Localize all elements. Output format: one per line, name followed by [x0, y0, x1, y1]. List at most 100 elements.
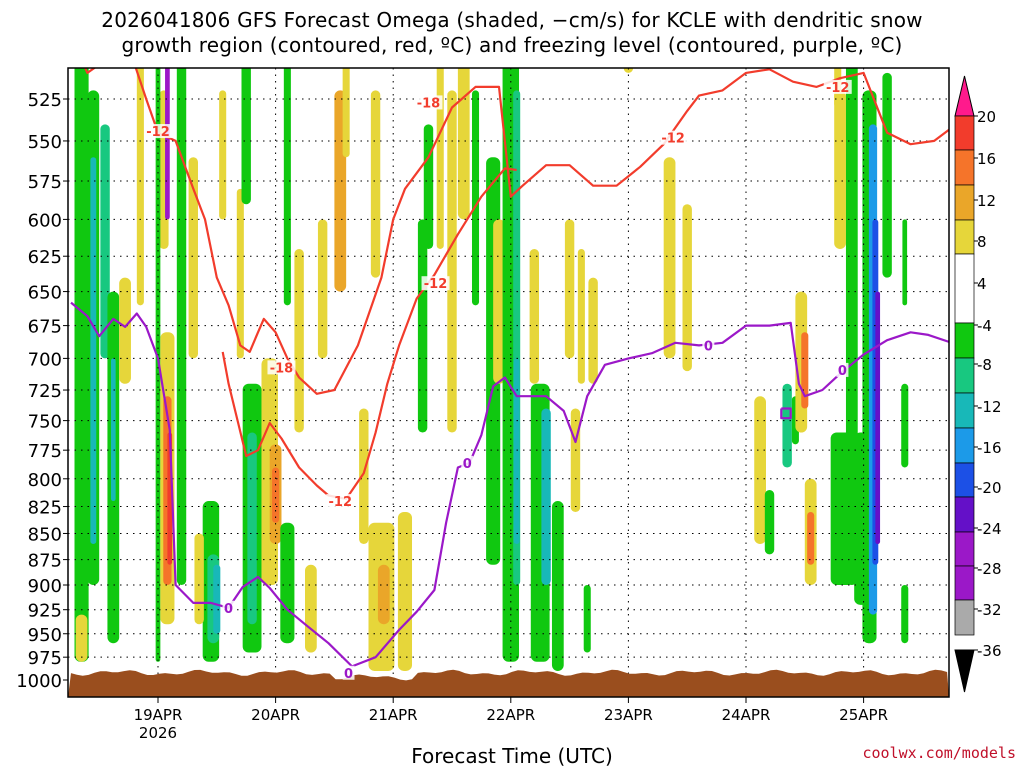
colorbar-label: 16 — [977, 150, 996, 168]
colorbar-swatch — [954, 599, 975, 636]
omega-cell — [564, 219, 575, 359]
omega-cell — [577, 248, 585, 384]
omega-cell — [136, 68, 144, 306]
omega-cell — [283, 68, 291, 306]
y-tick-label: 925 — [28, 601, 62, 622]
omega-shading — [74, 68, 909, 671]
y-tick-label: 725 — [28, 381, 62, 402]
colorbar-label: -32 — [977, 601, 1002, 619]
omega-cell — [541, 408, 551, 585]
colorbar-label: -12 — [977, 398, 1002, 416]
omega-cell — [213, 564, 221, 634]
terrain — [68, 669, 949, 697]
x-tick-label: 24APR — [722, 706, 771, 724]
colorbar-label: -8 — [977, 356, 992, 374]
omega-cell — [370, 90, 381, 278]
contour-label: -18 — [270, 361, 294, 376]
omega-cell — [110, 358, 116, 502]
omega-cell — [529, 248, 540, 384]
omega-cell — [397, 511, 413, 671]
y-tick-label: 625 — [28, 247, 62, 268]
chart-title-line2: growth region (contoured, red, ºC) and f… — [121, 33, 903, 57]
omega-cell — [272, 467, 280, 523]
colorbar-label: -20 — [977, 479, 1002, 497]
colorbar-label: 4 — [977, 275, 987, 293]
colorbar-swatch — [954, 184, 975, 221]
contour-label: 0 — [463, 457, 472, 472]
x-tick-sublabel: 2026 — [139, 724, 177, 742]
omega-cell — [188, 157, 198, 359]
chart-title-line1: 2026041806 GFS Forecast Omega (shaded, −… — [101, 8, 923, 32]
y-tick-label: 600 — [28, 210, 62, 231]
y-axis: 525 550 575 600 625 650 675 700 725 750 775 800 825 8… — [16, 90, 68, 692]
contour-freezing-level-0c-loop — [780, 407, 792, 420]
y-tick-label: 800 — [28, 470, 62, 491]
y-tick-label: 1000 — [16, 671, 62, 692]
contour-label-bg — [342, 665, 355, 680]
omega-cell — [280, 522, 295, 644]
colorbar-swatch — [954, 253, 975, 324]
colorbar-swatch — [954, 565, 975, 601]
omega-cell — [513, 358, 520, 545]
contour-label-bg — [702, 338, 715, 353]
credit-link[interactable]: coolwx.com/models — [862, 744, 1016, 762]
x-tick-label: 21APR — [369, 706, 418, 724]
contour-label: -12 — [329, 495, 353, 510]
contour-label-bg — [144, 124, 172, 139]
omega-cell — [74, 68, 89, 662]
omega-cell — [359, 408, 369, 545]
y-tick-label: 750 — [28, 412, 62, 433]
y-tick-label: 775 — [28, 441, 62, 462]
contour-label-bg — [461, 455, 474, 470]
contour-label: -12 — [424, 277, 448, 292]
contour-label-bg — [823, 79, 852, 94]
contour-label: -12 — [661, 132, 685, 147]
omega-cell — [219, 90, 227, 220]
contour-label: -12 — [146, 125, 170, 140]
y-tick-label: 575 — [28, 172, 62, 193]
colorbar-swatch — [954, 357, 975, 394]
contour-label: 0 — [704, 339, 713, 354]
contour-label: -18 — [417, 96, 441, 111]
omega-cell — [436, 68, 444, 249]
omega-cell — [247, 432, 257, 625]
omega-cell — [317, 219, 328, 359]
x-tick-label: 23APR — [604, 706, 653, 724]
omega-cell — [305, 564, 317, 653]
y-tick-label: 850 — [28, 524, 62, 545]
colorbar-label: 20 — [977, 108, 996, 126]
x-tick-label: 25APR — [839, 706, 888, 724]
omega-cell — [75, 614, 88, 662]
omega-cell — [377, 564, 390, 625]
contour-label-bg — [326, 494, 355, 509]
contour-label: 0 — [838, 364, 847, 379]
colorbar-label: -24 — [977, 520, 1002, 538]
omega-cell — [588, 277, 598, 384]
colorbar-swatch — [954, 219, 975, 255]
omega-cell — [423, 124, 434, 249]
gridlines — [68, 68, 949, 697]
y-tick-label: 900 — [28, 576, 62, 597]
contour-label-bg — [267, 360, 296, 375]
y-tick-label: 875 — [28, 551, 62, 572]
y-tick-label: 975 — [28, 648, 62, 669]
contour-labels: -12 -18 -12 -18 -12 -12 -12 0 0 0 0 0 — [144, 79, 852, 682]
colorbar-label: -28 — [977, 560, 1002, 578]
contour-dgz-12c-upper — [83, 68, 949, 395]
contour-label-bg — [414, 95, 443, 110]
colorbar-label: -16 — [977, 439, 1002, 457]
omega-cell — [119, 277, 131, 384]
omega-cell — [901, 584, 909, 644]
omega-cell — [447, 90, 457, 433]
x-tick-label: 20APR — [251, 706, 300, 724]
contour-label-bg — [836, 362, 849, 377]
contour-dgz-12c-lower — [221, 167, 517, 500]
omega-cell — [241, 68, 251, 205]
omega-cell — [493, 219, 505, 384]
colorbar-bottom-arrow — [954, 649, 975, 693]
omega-cell — [90, 157, 97, 545]
contour-label: 0 — [224, 602, 233, 617]
omega-cell — [782, 383, 792, 468]
omega-cell — [583, 584, 591, 653]
